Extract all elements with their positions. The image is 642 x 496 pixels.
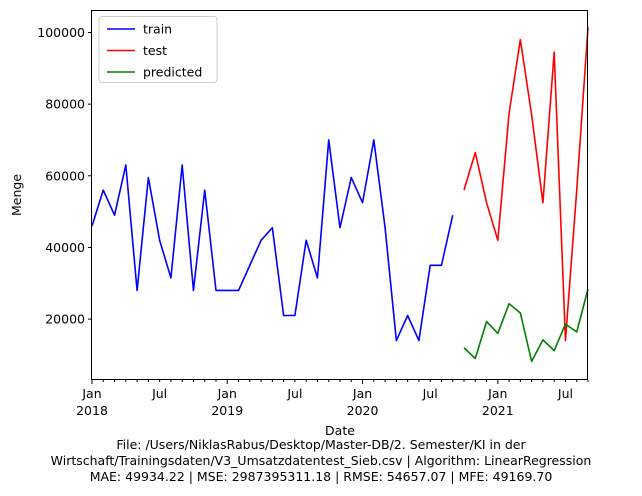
plot-lines	[91, 27, 589, 363]
x-tick-year-label: 2020	[347, 403, 379, 418]
y-tick-label: 60000	[45, 168, 85, 183]
legend-box	[98, 16, 218, 83]
caption-file-line-2: Wirtschaft/Trainingsdaten/V3_Umsatzdaten…	[50, 453, 592, 468]
x-tick-label: Jul	[151, 386, 167, 401]
y-tick-label: 20000	[45, 312, 85, 327]
series-line-predicted	[463, 288, 589, 363]
y-tick-label: 80000	[45, 97, 85, 112]
x-tick-label: Jul	[557, 386, 573, 401]
x-tick-label: Jan	[487, 386, 507, 401]
axes-frame	[91, 10, 588, 380]
x-axis: Jan 2018 Jul Jan 2019 Jul Jan 2020 Jul Jan 2021 Jul	[76, 380, 589, 418]
series-line-test	[463, 27, 589, 342]
legend-label-predicted: predicted	[143, 65, 202, 80]
x-tick-label: Jan	[81, 386, 101, 401]
legend: train test predicted	[98, 16, 218, 83]
caption-metrics: MAE: 49934.22 | MSE: 2987395311.18 | RMS…	[89, 469, 553, 484]
x-tick-label: Jan	[352, 386, 372, 401]
series-line-train	[91, 139, 454, 342]
x-tick-label: Jan	[217, 386, 237, 401]
y-axis: 20000 40000 60000 80000 100000	[37, 25, 92, 327]
caption-file-line-1: File: /Users/NiklasRabus/Desktop/Master-…	[116, 437, 526, 452]
x-tick-label: Jul	[286, 386, 302, 401]
y-axis-label: Menge	[9, 174, 24, 216]
legend-label-test: test	[143, 43, 167, 58]
x-tick-year-label: 2021	[482, 403, 514, 418]
y-tick-label: 100000	[37, 25, 85, 40]
legend-label-train: train	[143, 22, 172, 37]
x-tick-year-label: 2018	[76, 403, 108, 418]
y-tick-label: 40000	[45, 240, 85, 255]
x-axis-label: Date	[325, 423, 355, 438]
x-tick-label: Jul	[422, 386, 438, 401]
x-tick-year-label: 2019	[211, 403, 243, 418]
